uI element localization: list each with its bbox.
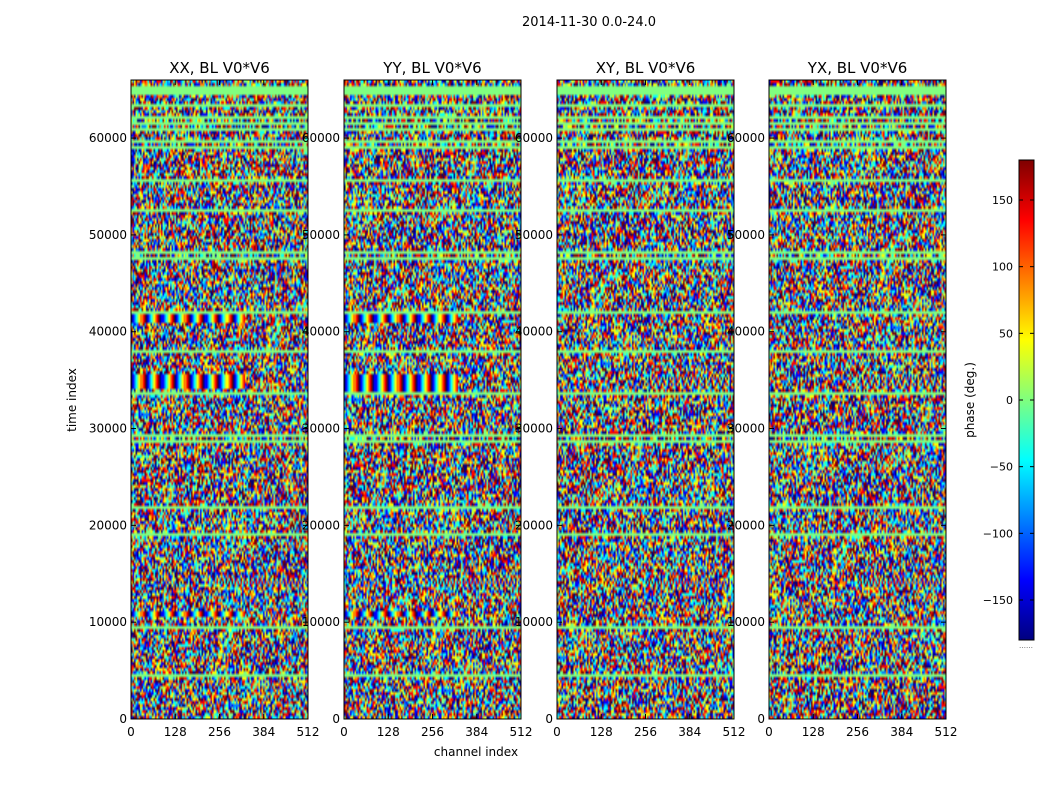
x-tick-label: 512 bbox=[935, 725, 958, 739]
x-tick-label: 128 bbox=[377, 725, 400, 739]
colorbar-extra-label: …… bbox=[1019, 642, 1033, 650]
y-tick-label: 60000 bbox=[89, 131, 127, 145]
x-tick-label: 0 bbox=[340, 725, 348, 739]
y-tick-label: 20000 bbox=[727, 518, 765, 532]
heatmap-panel: YX, BL V0*V6 0 128 256 384 512 0 10000 20000 3000… bbox=[727, 59, 958, 739]
x-tick-label: 384 bbox=[465, 725, 488, 739]
heatmap-panels: XX, BL V0*V6 0 128 256 384 512 0 10000 20000 3000… bbox=[89, 59, 958, 739]
y-tick-label: 20000 bbox=[89, 518, 127, 532]
x-tick-label: 128 bbox=[590, 725, 613, 739]
y-tick-label: 20000 bbox=[302, 518, 340, 532]
y-tick-label: 10000 bbox=[515, 615, 553, 629]
phase-heatmap bbox=[344, 80, 521, 719]
x-tick-label: 0 bbox=[765, 725, 773, 739]
y-tick-label: 30000 bbox=[89, 422, 127, 436]
colorbar-tick-label: 0 bbox=[1006, 394, 1013, 407]
colorbar-label: phase (deg.) bbox=[963, 362, 977, 438]
y-tick-label: 40000 bbox=[727, 325, 765, 339]
y-tick-label: 20000 bbox=[515, 518, 553, 532]
y-tick-label: 10000 bbox=[302, 615, 340, 629]
x-tick-label: 256 bbox=[421, 725, 444, 739]
x-tick-label: 384 bbox=[252, 725, 275, 739]
y-tick-label: 30000 bbox=[515, 422, 553, 436]
colorbar-tick-label: 150 bbox=[992, 194, 1013, 207]
y-tick-label: 60000 bbox=[727, 131, 765, 145]
phase-heatmap bbox=[557, 80, 734, 719]
panel-title: YX, BL V0*V6 bbox=[807, 59, 908, 77]
y-tick-label: 30000 bbox=[302, 422, 340, 436]
y-tick-label: 50000 bbox=[302, 228, 340, 242]
figure-title: 2014-11-30 0.0-24.0 bbox=[522, 15, 656, 30]
y-tick-label: 40000 bbox=[302, 325, 340, 339]
y-tick-label: 50000 bbox=[727, 228, 765, 242]
phase-heatmap bbox=[131, 80, 308, 719]
x-tick-label: 256 bbox=[846, 725, 869, 739]
panel-title: XX, BL V0*V6 bbox=[169, 59, 270, 77]
colorbar-tick-label: 100 bbox=[992, 261, 1013, 274]
colorbar-tick-label: −150 bbox=[983, 594, 1013, 607]
y-tick-label: 40000 bbox=[89, 325, 127, 339]
x-tick-label: 384 bbox=[678, 725, 701, 739]
x-tick-label: 256 bbox=[208, 725, 231, 739]
colorbar-ticks: −150 −100 −50 0 50 100 150 bbox=[983, 194, 1034, 607]
heatmap-panel: XX, BL V0*V6 0 128 256 384 512 0 10000 20000 3000… bbox=[89, 59, 320, 739]
y-tick-label: 50000 bbox=[515, 228, 553, 242]
y-tick-label: 10000 bbox=[727, 615, 765, 629]
x-tick-label: 512 bbox=[510, 725, 533, 739]
x-tick-label: 256 bbox=[634, 725, 657, 739]
y-tick-label: 10000 bbox=[89, 615, 127, 629]
x-axis-label: channel index bbox=[434, 745, 518, 759]
y-tick-label: 50000 bbox=[89, 228, 127, 242]
colorbar-tick-label: −50 bbox=[990, 461, 1013, 474]
phase-heatmap bbox=[769, 80, 946, 719]
panel-title: YY, BL V0*V6 bbox=[382, 59, 481, 77]
x-tick-label: 512 bbox=[297, 725, 320, 739]
y-tick-label: 30000 bbox=[727, 422, 765, 436]
heatmap-panel: YY, BL V0*V6 0 128 256 384 512 0 10000 20000 3000… bbox=[302, 59, 533, 739]
x-tick-label: 512 bbox=[723, 725, 746, 739]
colorbar-tick-label: −100 bbox=[983, 527, 1013, 540]
x-tick-label: 384 bbox=[890, 725, 913, 739]
y-tick-label: 0 bbox=[757, 712, 765, 726]
y-tick-label: 0 bbox=[119, 712, 127, 726]
panel-title: XY, BL V0*V6 bbox=[596, 59, 696, 77]
x-tick-label: 0 bbox=[553, 725, 561, 739]
y-tick-label: 0 bbox=[545, 712, 553, 726]
y-tick-label: 40000 bbox=[515, 325, 553, 339]
colorbar: −150 −100 −50 0 50 100 150 phase (deg.) …… bbox=[963, 159, 1035, 650]
y-tick-label: 0 bbox=[332, 712, 340, 726]
y-tick-label: 60000 bbox=[515, 131, 553, 145]
x-tick-label: 128 bbox=[164, 725, 187, 739]
colorbar-tick-label: 50 bbox=[999, 327, 1013, 340]
y-tick-label: 60000 bbox=[302, 131, 340, 145]
x-tick-label: 0 bbox=[127, 725, 135, 739]
heatmap-panel: XY, BL V0*V6 0 128 256 384 512 0 10000 20000 3000… bbox=[515, 59, 746, 739]
x-tick-label: 128 bbox=[802, 725, 825, 739]
y-axis-label: time index bbox=[65, 368, 79, 432]
